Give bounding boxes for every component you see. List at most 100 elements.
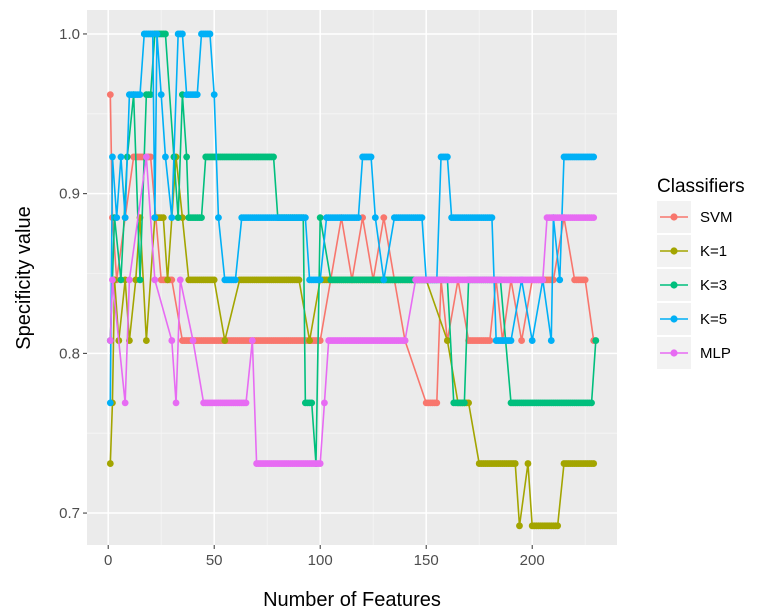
- data-point: [590, 153, 598, 161]
- x-tick-label: 150: [414, 552, 439, 569]
- legend-item-k1: K=1: [657, 235, 727, 267]
- y-tick-label: 0.7: [59, 505, 80, 522]
- data-point: [539, 276, 547, 284]
- data-point: [106, 337, 114, 344]
- data-point: [592, 337, 600, 344]
- data-point: [117, 276, 125, 284]
- data-point: [588, 399, 595, 407]
- data-point: [232, 276, 239, 284]
- data-point: [183, 153, 191, 161]
- data-point: [401, 337, 409, 344]
- legend: Classifiers SVM K=1 K=3 K=5 MLP: [657, 176, 745, 369]
- x-tick-label: 200: [520, 552, 545, 569]
- legend-label: SVM: [700, 209, 733, 226]
- y-tick-label: 1.0: [59, 26, 80, 43]
- legend-item-svm: SVM: [657, 201, 733, 233]
- data-point: [162, 30, 169, 38]
- data-point: [380, 276, 388, 284]
- data-point: [316, 276, 324, 284]
- data-point: [554, 522, 562, 530]
- data-point: [117, 153, 125, 161]
- data-point: [242, 399, 250, 407]
- data-point: [210, 276, 218, 284]
- data-point: [189, 337, 197, 344]
- data-point: [142, 153, 150, 161]
- data-point: [168, 214, 176, 222]
- y-tick-label: 0.8: [59, 345, 80, 362]
- data-point: [550, 276, 557, 284]
- series-layer: [106, 30, 600, 530]
- data-point: [511, 460, 519, 467]
- data-point: [210, 91, 218, 99]
- legend-item-k3: K=3: [657, 269, 727, 301]
- data-point: [151, 276, 159, 284]
- data-point: [136, 91, 144, 99]
- data-point: [198, 214, 205, 222]
- data-point: [109, 153, 116, 161]
- x-axis-title: Number of Features: [263, 589, 441, 611]
- data-point: [174, 214, 182, 222]
- data-point: [556, 276, 564, 284]
- data-point: [164, 276, 171, 284]
- data-point: [113, 214, 121, 222]
- legend-item-mlp: MLP: [657, 337, 731, 369]
- data-point: [151, 214, 159, 222]
- y-axis-title: Specificity value: [13, 206, 35, 349]
- legend-label: MLP: [700, 345, 731, 362]
- data-point: [176, 276, 184, 284]
- data-point: [486, 337, 494, 344]
- data-point: [162, 153, 169, 161]
- x-tick-label: 100: [308, 552, 333, 569]
- data-point: [136, 276, 144, 284]
- data-point: [221, 337, 229, 344]
- data-point: [193, 91, 201, 99]
- legend-label: K=5: [700, 311, 727, 328]
- legend-item-k5: K=5: [657, 303, 727, 335]
- data-point: [172, 399, 180, 407]
- legend-key-point: [670, 315, 678, 323]
- x-tick-label: 50: [206, 552, 223, 569]
- data-point: [507, 337, 515, 344]
- data-point: [354, 214, 362, 222]
- data-point: [321, 399, 328, 407]
- data-point: [306, 337, 313, 344]
- y-axis-ticks: 0.7 0.8 0.9 1.0: [59, 26, 87, 522]
- data-point: [248, 337, 256, 344]
- data-point: [179, 30, 186, 38]
- series-mlp: [106, 153, 598, 467]
- data-point: [516, 522, 523, 530]
- legend-key-point: [670, 349, 678, 357]
- data-point: [316, 460, 324, 467]
- data-point: [518, 337, 525, 344]
- data-point: [147, 91, 155, 99]
- data-point: [153, 30, 161, 38]
- data-point: [106, 399, 114, 407]
- data-point: [528, 337, 536, 344]
- data-point: [308, 399, 316, 407]
- data-point: [121, 214, 129, 222]
- data-point: [142, 337, 150, 344]
- legend-keys: SVM K=1 K=3 K=5 MLP: [657, 201, 733, 369]
- data-point: [215, 214, 222, 222]
- data-point: [168, 337, 176, 344]
- legend-title: Classifiers: [657, 176, 745, 197]
- x-tick-label: 0: [104, 552, 112, 569]
- data-point: [590, 214, 598, 222]
- legend-key-point: [670, 213, 678, 221]
- legend-key-point: [670, 281, 678, 289]
- data-point: [590, 460, 598, 467]
- data-point: [444, 153, 451, 161]
- data-point: [109, 276, 116, 284]
- x-axis-ticks: 0 50 100 150 200: [104, 545, 545, 569]
- data-point: [106, 460, 114, 467]
- data-point: [301, 214, 309, 222]
- y-tick-label: 0.9: [59, 186, 80, 203]
- data-point: [367, 153, 375, 161]
- legend-label: K=3: [700, 277, 727, 294]
- legend-label: K=1: [700, 243, 727, 260]
- data-point: [121, 399, 129, 407]
- data-point: [270, 153, 277, 161]
- data-point: [316, 214, 324, 222]
- data-point: [418, 214, 426, 222]
